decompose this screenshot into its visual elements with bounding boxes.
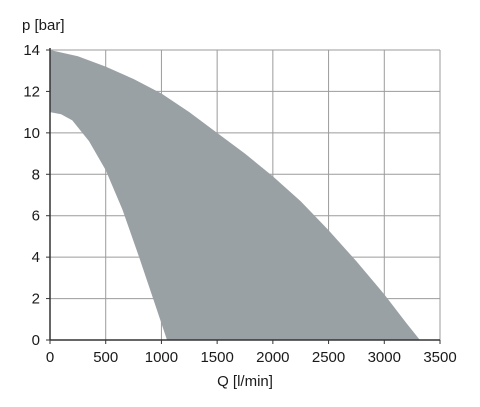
- plot-area: [50, 50, 420, 340]
- x-tick-label: 1500: [200, 349, 233, 366]
- y-tick-label: 0: [32, 332, 40, 349]
- x-tick-label: 3500: [423, 349, 456, 366]
- x-tick-label: 500: [93, 349, 118, 366]
- y-tick-label: 10: [23, 125, 40, 142]
- tick-labels: 0 500 1000 1500 2000 2500 3000 3500 0 2 4 6 8 10 12 14: [23, 42, 456, 366]
- x-axis-title: Q [l/min]: [217, 373, 273, 390]
- x-tick-label: 0: [46, 349, 54, 366]
- operating-range-area: [50, 50, 420, 340]
- y-tick-label: 6: [32, 208, 40, 225]
- y-tick-label: 12: [23, 83, 40, 100]
- y-tick-label: 4: [32, 249, 40, 266]
- x-tick-label: 2500: [312, 349, 345, 366]
- y-axis-title: p [bar]: [22, 17, 65, 34]
- y-tick-label: 2: [32, 291, 40, 308]
- axes: [46, 48, 441, 344]
- x-tick-label: 1000: [145, 349, 178, 366]
- y-tick-label: 14: [23, 42, 40, 59]
- y-tick-label: 8: [32, 166, 40, 183]
- x-tick-label: 2000: [256, 349, 289, 366]
- x-tick-label: 3000: [368, 349, 401, 366]
